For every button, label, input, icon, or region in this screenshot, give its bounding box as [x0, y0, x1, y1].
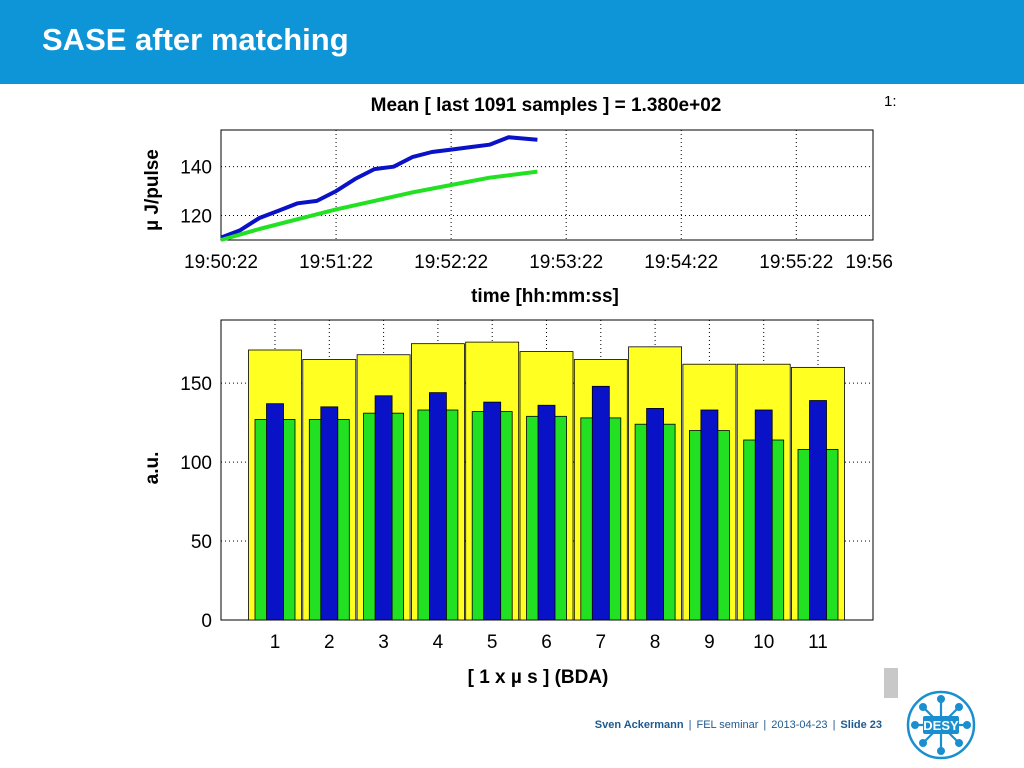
blue-bar — [809, 400, 827, 621]
footer-date: 2013-04-23 — [771, 719, 828, 731]
blue-bar — [374, 395, 393, 621]
x-tick-label: 3 — [378, 632, 389, 653]
x-tick-label: 5 — [487, 632, 498, 653]
time-series-chart: Mean [ last 1091 samples ] = 1.380e+02 1… — [142, 95, 893, 307]
x-axis-label: time [hh:mm:ss] — [471, 286, 619, 307]
header-bar — [0, 0, 1024, 84]
x-tick-label: 19:51:22 — [299, 252, 373, 273]
x-tick-label: 10 — [753, 632, 774, 653]
x-tick-label: 1 — [270, 632, 281, 653]
corner-label: 1: — [884, 93, 897, 110]
x-tick-label: 19:52:22 — [414, 252, 488, 273]
x-tick-label: 9 — [704, 632, 715, 653]
bar-chart: 0 50 100 150 1 2 3 4 5 6 7 8 9 10 11 [ 1 x µ s ] (BDA)… — [142, 319, 874, 688]
blue-bar — [428, 392, 447, 621]
logo-text: DESY — [923, 718, 959, 733]
footer-author: Sven Ackermann — [594, 719, 684, 731]
chart-title: Mean [ last 1091 samples ] = 1.380e+02 — [371, 95, 722, 116]
scrollbar-stub — [884, 668, 898, 698]
blue-bar — [646, 408, 664, 621]
x-tick-label: 19:56 — [845, 252, 893, 273]
x-tick-label: 11 — [808, 632, 828, 653]
y-axis-label: µ J/pulse — [142, 149, 163, 231]
desy-logo-icon: DESY — [906, 690, 976, 760]
footer: Sven Ackermann | FEL seminar | 2013-04-23 | Sl… — [594, 719, 882, 731]
slide-title: SASE after matching — [42, 22, 349, 57]
x-tick-label: 4 — [433, 632, 444, 653]
footer-event: FEL seminar — [696, 719, 759, 731]
footer-slide-number: Slide 23 — [840, 719, 882, 731]
blue-bar — [591, 385, 610, 621]
blue-bar — [266, 403, 284, 621]
y-tick-label: 120 — [180, 207, 212, 228]
blue-bar — [700, 409, 719, 621]
x-tick-label: 19:53:22 — [529, 252, 603, 273]
blue-bar — [754, 409, 773, 621]
y-tick-label: 140 — [180, 158, 212, 179]
green-series-line — [220, 169, 538, 242]
y-axis-label: a.u. — [142, 452, 163, 485]
plot-frame — [220, 129, 874, 241]
x-tick-label: 19:50:22 — [184, 252, 258, 273]
blue-series-line — [220, 135, 538, 240]
y-tick-label: 0 — [201, 611, 212, 632]
blue-bar — [320, 406, 339, 621]
x-tick-label: 6 — [541, 632, 552, 653]
x-tick-label: 19:55:22 — [759, 252, 833, 273]
x-tick-label: 2 — [324, 632, 335, 653]
y-tick-label: 100 — [180, 453, 212, 474]
x-tick-label: 8 — [650, 632, 661, 653]
x-tick-label: 7 — [596, 632, 607, 653]
blue-bar — [483, 401, 502, 621]
y-tick-label: 50 — [191, 532, 212, 553]
y-tick-label: 150 — [180, 374, 212, 395]
x-axis-label: [ 1 x µ s ] (BDA) — [468, 667, 609, 688]
x-tick-label: 19:54:22 — [644, 252, 718, 273]
blue-bar — [537, 404, 556, 621]
